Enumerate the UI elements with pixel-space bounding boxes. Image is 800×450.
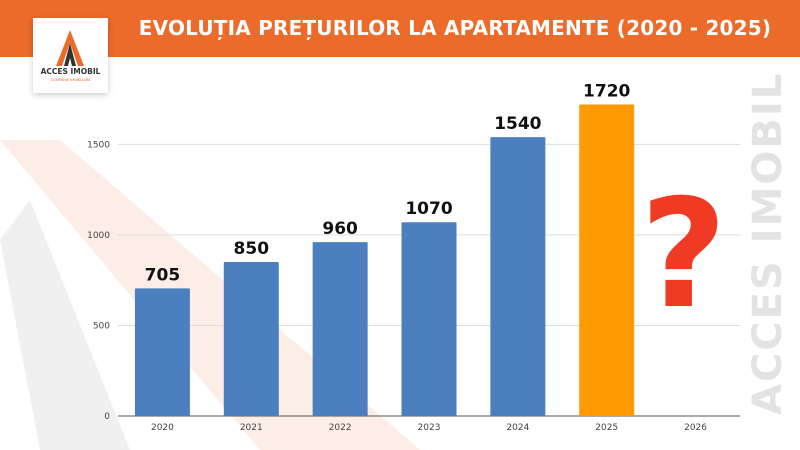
bar-2025: [579, 104, 635, 416]
data-label: 705: [145, 265, 181, 285]
data-label: 850: [234, 239, 270, 259]
logo: ACCES IMOBIL COMPANIE IMOBILIARA: [33, 18, 108, 93]
x-tick-label: 2026: [684, 423, 707, 433]
background-letter-a: [0, 200, 130, 450]
bar-2021: [223, 262, 279, 416]
data-label: 1540: [494, 114, 541, 134]
question-mark: ?: [640, 168, 728, 342]
x-tick-label: 2023: [418, 423, 441, 433]
bar-2020: [134, 288, 190, 416]
data-label: 1070: [405, 199, 452, 219]
data-label: 960: [322, 219, 358, 239]
x-tick-label: 2025: [595, 423, 618, 433]
y-tick-label: 0: [104, 412, 110, 422]
header-bar: [0, 0, 800, 57]
x-tick-label: 2021: [240, 423, 263, 433]
logo-tagline: COMPANIE IMOBILIARA: [50, 78, 91, 82]
page-title: EVOLUȚIA PREȚURILOR LA APARTAMENTE (2020…: [138, 16, 772, 40]
x-tick-label: 2024: [506, 423, 529, 433]
logo-brand: ACCES IMOBIL: [40, 67, 101, 76]
x-tick-label: 2022: [329, 423, 352, 433]
y-tick-label: 1500: [87, 140, 110, 150]
bar-2023: [401, 222, 457, 416]
logo-a-icon: [56, 30, 84, 66]
bar-2022: [312, 242, 368, 416]
x-tick-label: 2020: [151, 423, 174, 433]
bar-2024: [490, 137, 546, 417]
y-tick-label: 500: [93, 321, 110, 331]
data-label: 1720: [583, 81, 630, 101]
y-tick-label: 1000: [87, 231, 110, 241]
